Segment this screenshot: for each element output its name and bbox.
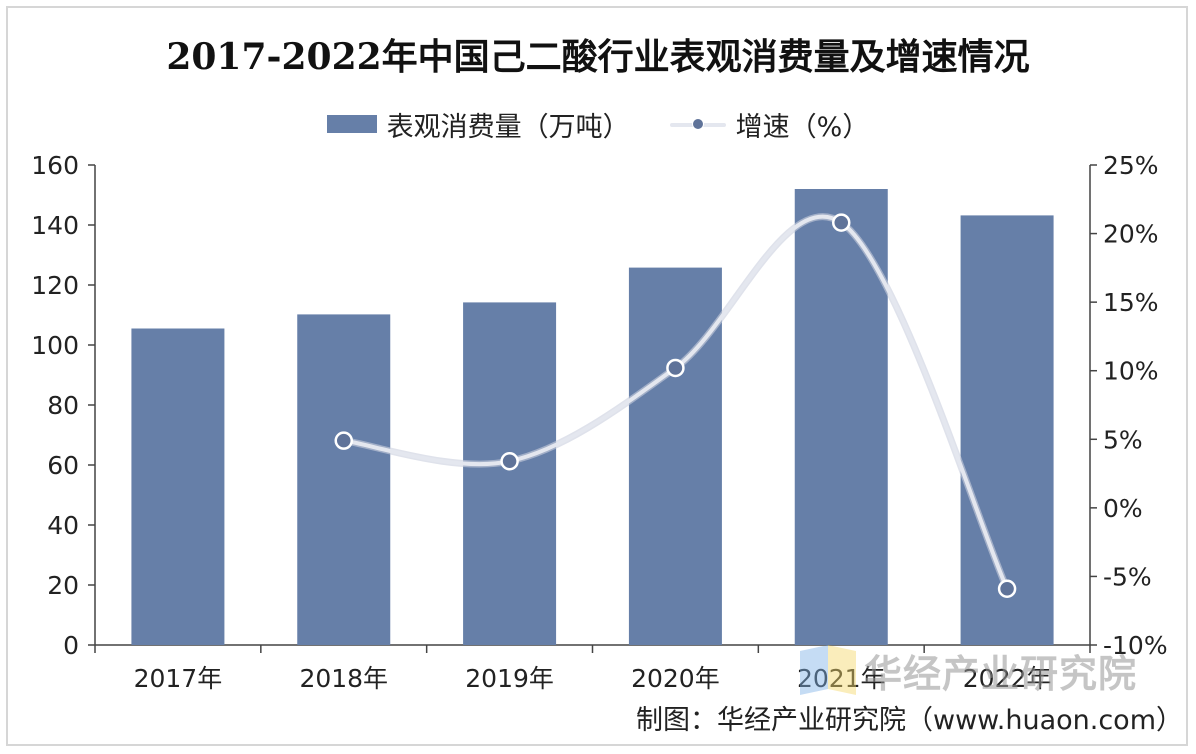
legend-bar-label: 表观消费量（万吨） (386, 111, 630, 143)
y-left-tick-label: 40 (47, 511, 79, 540)
chart-title: 2017-2022年中国己二酸行业表观消费量及增速情况 (166, 36, 1030, 78)
growth-point-2020年 (666, 358, 685, 378)
y-right-tick-label: 15% (1103, 288, 1159, 317)
x-tick-label: 2020年 (631, 664, 720, 693)
growth-point-2019年 (500, 451, 519, 471)
watermark: 华经产业研究院 (800, 640, 1137, 700)
y-left-tick-label: 20 (47, 571, 79, 600)
y-right-tick-label: -10% (1103, 631, 1168, 660)
watermark-logo-icon (800, 642, 856, 698)
y-right-tick-label: 10% (1103, 357, 1159, 386)
bar-2018年 (297, 314, 391, 645)
y-right-tick-label: 5% (1103, 425, 1143, 454)
growth-point-2018年 (334, 431, 353, 450)
y-right-tick-label: 25% (1103, 151, 1159, 180)
y-left-tick-label: 160 (31, 151, 79, 180)
bar-2017年 (131, 328, 225, 645)
bar-2019年 (463, 302, 557, 645)
legend-item-line: 增速（%） (669, 105, 870, 144)
legend-line-swatch (669, 115, 726, 133)
y-left-tick-label: 120 (31, 271, 79, 300)
bar-2022年 (960, 215, 1054, 645)
legend-line-label: 增速（%） (735, 111, 870, 143)
chart-legend: 表观消费量（万吨） 增速（%） (0, 104, 1196, 144)
growth-point-2022年 (997, 579, 1017, 599)
bar-2020年 (628, 267, 722, 645)
watermark-text: 华经产业研究院 (864, 651, 1138, 696)
y-left-tick-label: 140 (31, 211, 79, 240)
y-right-tick-label: 0% (1103, 494, 1143, 523)
x-tick-label: 2022年 (963, 664, 1052, 693)
y-right-tick-label: 20% (1103, 220, 1159, 249)
chart-frame (6, 6, 1188, 746)
y-left-tick-label: 100 (31, 331, 79, 360)
y-left-tick-label: 60 (47, 451, 79, 480)
legend-bar-swatch (326, 115, 377, 133)
growth-line (341, 214, 1010, 591)
x-tick-label: 2018年 (299, 664, 388, 693)
y-right-tick-label: -5% (1103, 562, 1152, 591)
growth-point-2021年 (832, 213, 851, 232)
legend-item-bar: 表观消费量（万吨） (326, 105, 630, 144)
x-tick-label: 2019年 (465, 664, 554, 693)
source-note: 制图：华经产业研究院（www.huaon.com） (636, 705, 1183, 736)
x-tick-label: 2021年 (797, 664, 886, 693)
y-left-tick-label: 80 (47, 391, 79, 420)
x-tick-label: 2017年 (134, 664, 223, 693)
y-left-tick-label: 0 (63, 631, 79, 660)
